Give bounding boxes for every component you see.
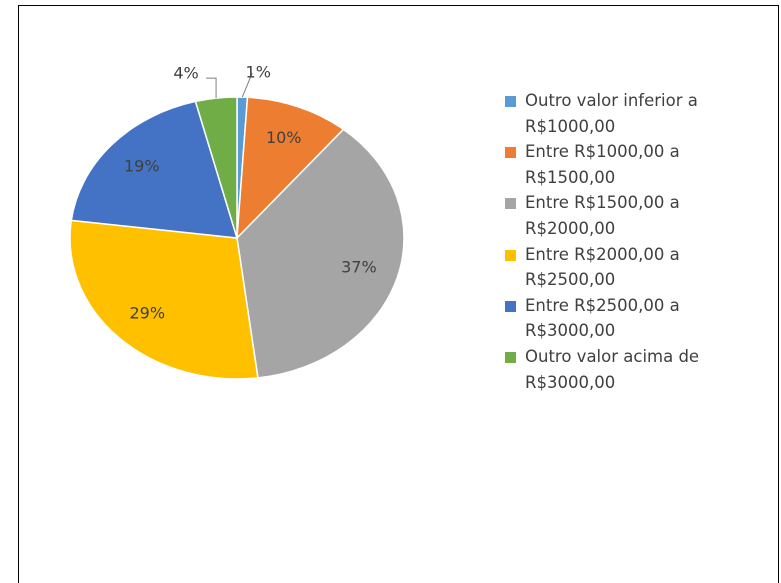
data-label: 1% <box>246 63 271 82</box>
legend-entry: Entre R$1000,00 a R$1500,00 <box>503 139 748 190</box>
legend-label: Entre R$1000,00 a R$1500,00 <box>525 142 680 187</box>
legend-swatch <box>505 249 516 261</box>
legend-swatch <box>505 198 516 210</box>
legend-label: Entre R$2500,00 a R$3000,00 <box>525 295 680 341</box>
legend-label: Outro valor acima de R$3000,00 <box>525 346 700 392</box>
data-label: 10% <box>266 128 302 147</box>
legend-label: Entre R$1500,00 a R$2000,00 <box>525 193 680 238</box>
pie-slice <box>69 219 259 380</box>
data-label: 37% <box>341 257 377 276</box>
legend-entry: Outro valor inferior a R$1000,00 <box>503 88 748 139</box>
data-label: 19% <box>124 157 160 176</box>
leader-line <box>241 72 253 98</box>
legend-swatch <box>505 147 516 159</box>
pie-slice <box>236 128 405 379</box>
legend-label: Outro valor inferior a R$1000,00 <box>525 91 698 136</box>
legend-label: Entre R$2000,00 a R$2500,00 <box>525 244 680 290</box>
legend: Outro valor inferior a R$1000,00 Entre R$… <box>503 88 748 395</box>
legend-swatch <box>505 96 516 107</box>
frame <box>18 5 779 583</box>
legend-entry: Outro valor acima de R$3000,00 <box>503 344 748 395</box>
legend-entry: Entre R$2000,00 a R$2500,00 <box>503 242 748 293</box>
legend-entry: Entre R$1500,00 a R$2000,00 <box>503 190 748 241</box>
data-label: 4% <box>173 64 198 83</box>
pie-slice <box>70 100 239 239</box>
data-label: 29% <box>129 303 165 322</box>
legend-swatch <box>505 300 516 312</box>
pie-slice <box>236 96 345 240</box>
legend-entry: Entre R$2500,00 a R$3000,00 <box>503 293 748 344</box>
pie-slice <box>194 96 238 239</box>
legend-swatch <box>505 351 516 363</box>
leader-line <box>206 77 217 99</box>
